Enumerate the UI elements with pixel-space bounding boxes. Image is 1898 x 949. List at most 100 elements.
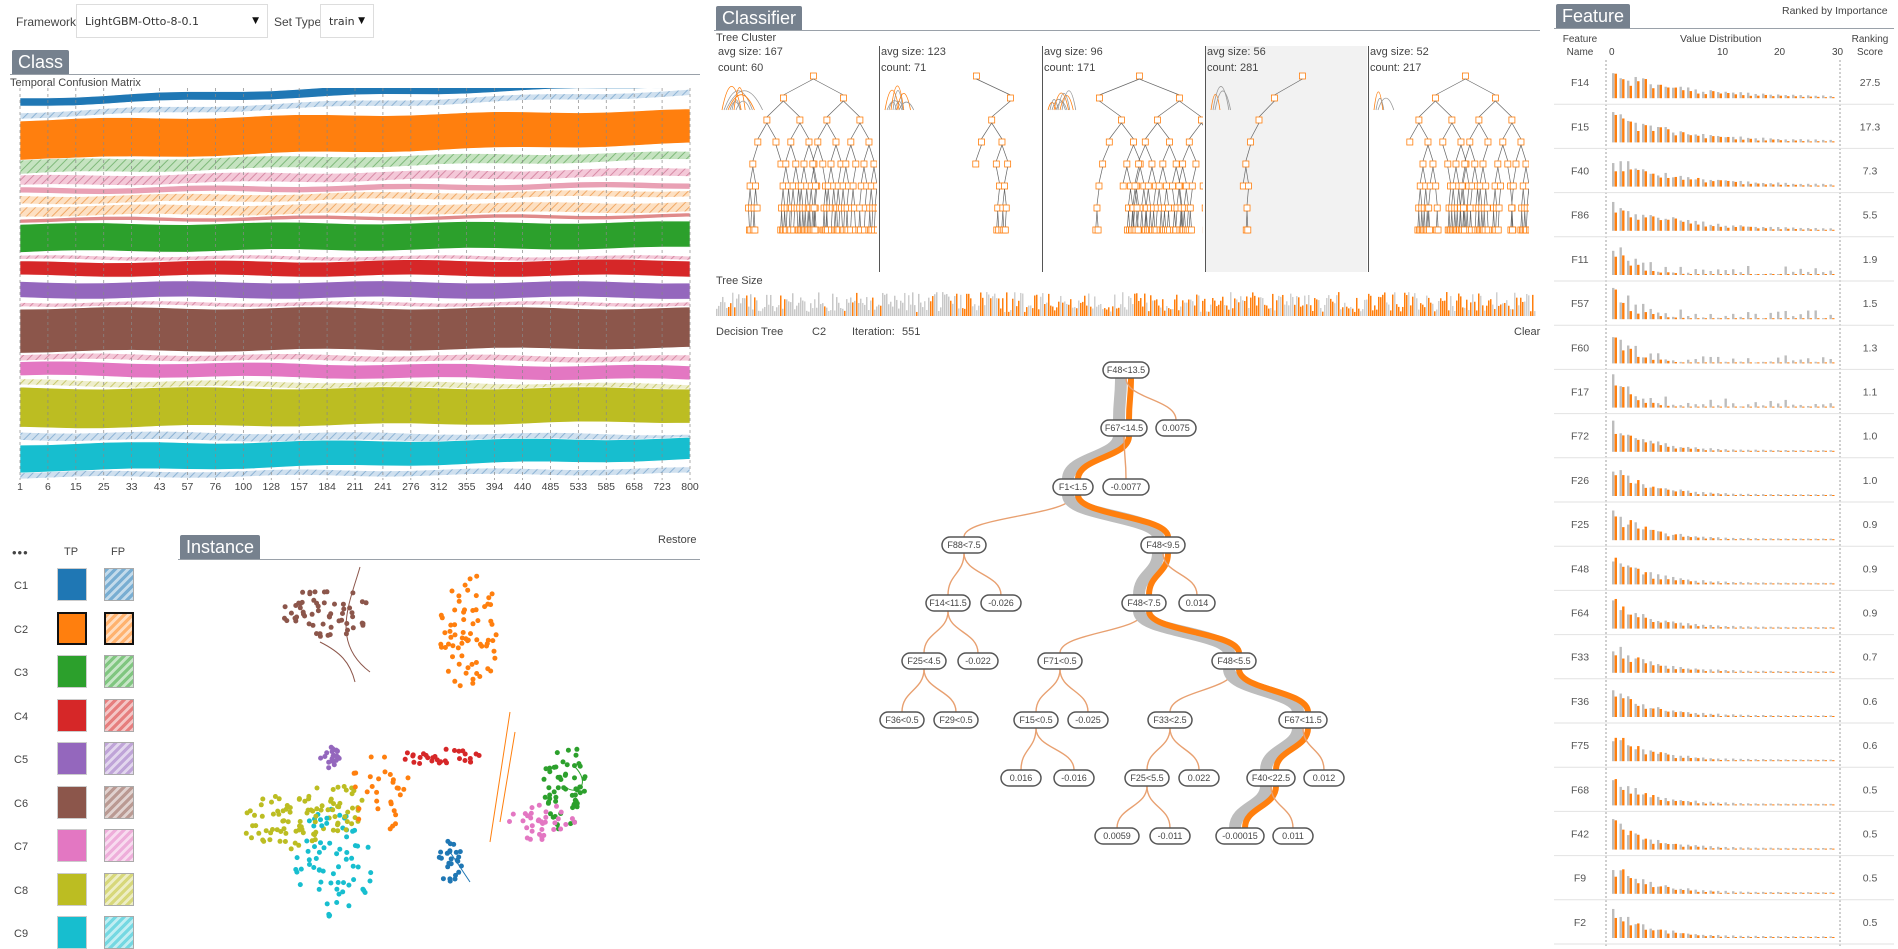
tree-node[interactable]: -0.011 — [1150, 828, 1190, 844]
feature-name[interactable]: F60 — [1571, 342, 1589, 354]
instance-point[interactable] — [451, 842, 456, 847]
instance-point[interactable] — [530, 829, 535, 834]
feature-name[interactable]: F72 — [1571, 431, 1589, 443]
instance-point[interactable] — [334, 851, 339, 856]
instance-point[interactable] — [574, 747, 579, 752]
instance-point[interactable] — [525, 836, 530, 841]
instance-point[interactable] — [459, 653, 464, 658]
instance-point[interactable] — [324, 750, 329, 755]
instance-point[interactable] — [313, 589, 318, 594]
tree-node[interactable]: 0.014 — [1179, 595, 1215, 611]
tree-node[interactable]: F48<5.5 — [1212, 653, 1256, 669]
instance-point[interactable] — [446, 861, 451, 866]
instance-point[interactable] — [490, 638, 495, 643]
instance-point[interactable] — [556, 785, 561, 790]
instance-point[interactable] — [575, 801, 580, 806]
instance-point[interactable] — [350, 806, 355, 811]
settype-select[interactable]: train ▼ — [320, 4, 374, 38]
instance-point[interactable] — [328, 881, 333, 886]
instance-point[interactable] — [342, 784, 347, 789]
instance-point[interactable] — [486, 638, 491, 643]
instance-point[interactable] — [393, 812, 398, 817]
instance-point[interactable] — [278, 839, 283, 844]
instance-point[interactable] — [457, 756, 462, 761]
instance-point[interactable] — [298, 882, 303, 887]
clear-button[interactable]: Clear — [1514, 326, 1540, 338]
instance-point[interactable] — [537, 832, 542, 837]
feature-name[interactable]: F42 — [1571, 829, 1589, 841]
tp-swatch[interactable] — [57, 612, 87, 645]
instance-point[interactable] — [551, 827, 556, 832]
instance-point[interactable] — [325, 901, 330, 906]
instance-point[interactable] — [552, 765, 557, 770]
instance-point[interactable] — [578, 764, 583, 769]
instance-point[interactable] — [280, 819, 285, 824]
tree-node[interactable]: F88<7.5 — [942, 537, 986, 553]
instance-point[interactable] — [547, 796, 552, 801]
instance-point[interactable] — [326, 765, 331, 770]
instance-point[interactable] — [461, 617, 466, 622]
instance-point[interactable] — [295, 855, 300, 860]
instance-point[interactable] — [360, 623, 365, 628]
instance-point[interactable] — [457, 662, 462, 667]
instance-point[interactable] — [450, 589, 455, 594]
fp-swatch[interactable] — [104, 612, 134, 645]
instance-point[interactable] — [288, 810, 293, 815]
instance-point[interactable] — [458, 683, 463, 688]
instance-point[interactable] — [463, 583, 468, 588]
instance-point[interactable] — [289, 611, 294, 616]
instance-point[interactable] — [552, 820, 557, 825]
instance-point[interactable] — [289, 846, 294, 851]
instance-point[interactable] — [337, 813, 342, 818]
tp-swatch[interactable] — [57, 742, 87, 775]
instance-point[interactable] — [405, 750, 410, 755]
instance-point[interactable] — [341, 602, 346, 607]
tp-swatch[interactable] — [57, 568, 87, 601]
instance-point[interactable] — [286, 819, 291, 824]
fp-swatch[interactable] — [104, 699, 134, 732]
instance-point[interactable] — [572, 763, 577, 768]
feature-name[interactable]: F9 — [1574, 873, 1586, 885]
feature-name[interactable]: F40 — [1571, 166, 1589, 178]
instance-point[interactable] — [453, 873, 458, 878]
instance-point[interactable] — [312, 844, 317, 849]
instance-point[interactable] — [350, 791, 355, 796]
instance-point[interactable] — [456, 645, 461, 650]
instance-point[interactable] — [417, 761, 422, 766]
instance-point[interactable] — [300, 590, 305, 595]
tree-node[interactable]: F14<11.5 — [926, 595, 970, 611]
instance-point[interactable] — [444, 760, 449, 765]
instance-point[interactable] — [336, 864, 341, 869]
instance-point[interactable] — [542, 777, 547, 782]
instance-point[interactable] — [539, 819, 544, 824]
instance-point[interactable] — [344, 850, 349, 855]
instance-point[interactable] — [450, 643, 455, 648]
instance-point[interactable] — [336, 785, 341, 790]
instance-point[interactable] — [356, 817, 361, 822]
instance-point[interactable] — [555, 750, 560, 755]
instance-point[interactable] — [406, 775, 411, 780]
instance-point[interactable] — [322, 845, 327, 850]
instance-point[interactable] — [278, 829, 283, 834]
instance-point[interactable] — [312, 832, 317, 837]
instance-point[interactable] — [317, 850, 322, 855]
instance-point[interactable] — [311, 865, 316, 870]
instance-point[interactable] — [346, 903, 351, 908]
feature-name[interactable]: F48 — [1571, 563, 1589, 575]
tree-node[interactable]: 0.016 — [1001, 770, 1041, 786]
instance-point[interactable] — [318, 817, 323, 822]
instance-point[interactable] — [276, 812, 281, 817]
instance-point[interactable] — [331, 801, 336, 806]
instance-point[interactable] — [546, 801, 551, 806]
instance-point[interactable] — [485, 602, 490, 607]
instance-point[interactable] — [324, 821, 329, 826]
instance-point[interactable] — [268, 830, 273, 835]
instance-point[interactable] — [314, 856, 319, 861]
instance-point[interactable] — [530, 805, 535, 810]
tree-size-histogram[interactable] — [716, 288, 1540, 316]
instance-point[interactable] — [389, 801, 394, 806]
instance-point[interactable] — [277, 796, 282, 801]
instance-point[interactable] — [383, 769, 388, 774]
